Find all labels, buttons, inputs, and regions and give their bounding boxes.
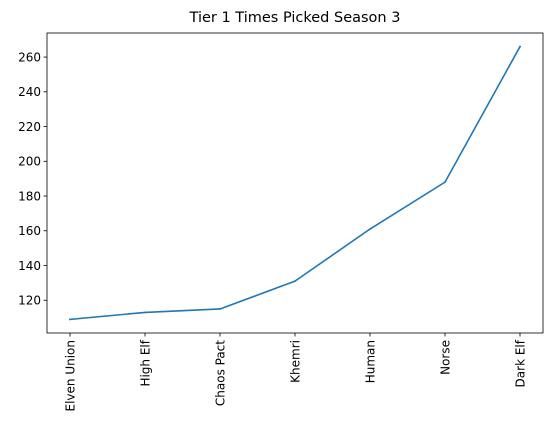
y-tick-label: 220 xyxy=(18,120,41,134)
data-point xyxy=(144,311,146,314)
y-tick-label: 260 xyxy=(18,50,41,64)
x-tick-label: Dark Elf xyxy=(513,339,527,387)
x-axis: Elven Union High Elf Chaos Pact Khemri Human… xyxy=(63,333,527,412)
y-tick-label: 160 xyxy=(18,224,41,238)
x-tick-label: High Elf xyxy=(138,339,152,386)
x-tick-label: Chaos Pact xyxy=(213,340,227,406)
series-line xyxy=(69,45,522,321)
data-point xyxy=(444,181,446,184)
y-axis: 120 140 160 180 200 220 240 260 xyxy=(18,50,47,308)
series-layer xyxy=(69,45,522,321)
data-point xyxy=(369,228,371,230)
data-point xyxy=(294,280,296,283)
y-tick-label: 120 xyxy=(18,294,41,308)
x-tick-label: Khemri xyxy=(288,340,302,383)
x-tick-label: Norse xyxy=(438,340,452,375)
y-tick-label: 180 xyxy=(18,189,41,203)
data-point xyxy=(219,308,221,310)
plot-frame xyxy=(46,32,544,334)
chart-title: Tier 1 Times Picked Season 3 xyxy=(189,10,401,26)
x-tick-label: Human xyxy=(363,340,377,383)
data-point xyxy=(69,318,71,321)
x-tick-label: Elven Union xyxy=(63,340,77,412)
y-tick-label: 200 xyxy=(18,155,41,169)
y-tick-label: 240 xyxy=(18,85,41,99)
y-tick-label: 140 xyxy=(18,259,41,273)
data-point xyxy=(519,45,521,48)
